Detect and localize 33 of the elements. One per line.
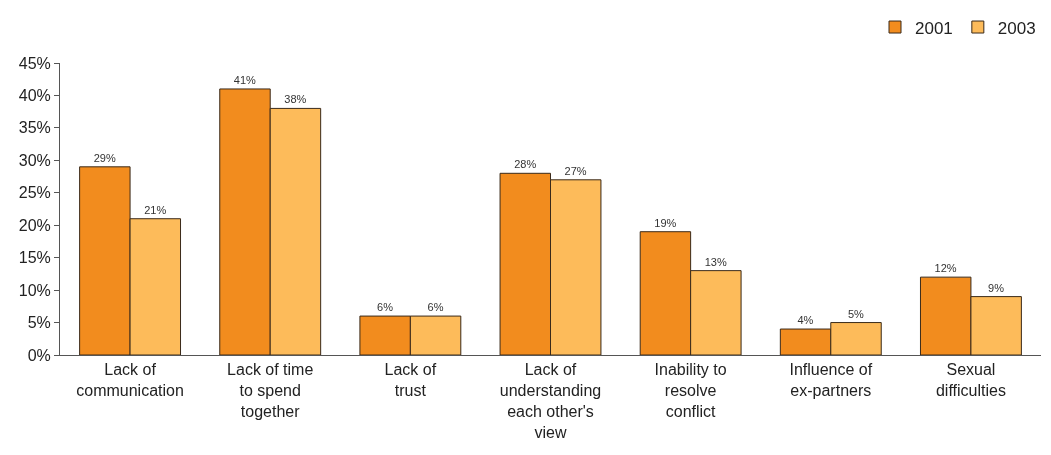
y-tick-label: 0% (27, 346, 51, 364)
x-tick-label: Lack of communication (76, 361, 184, 399)
x-tick-label: Inability to resolve conflict (654, 361, 727, 420)
data-label: 38% (284, 93, 307, 106)
data-label: 12% (934, 262, 957, 275)
x-tick-label: Lack of trust (384, 361, 437, 399)
data-label: 5% (847, 307, 865, 320)
data-label: 21% (144, 203, 167, 216)
data-label: 19% (654, 216, 677, 229)
legend-label: 2001 (915, 18, 953, 38)
data-label: 6% (427, 301, 444, 314)
y-tick-label: 35% (18, 119, 51, 137)
data-label: 4% (797, 314, 814, 327)
x-tick-label: Lack of time to spend together (227, 361, 314, 420)
x-tick-label: Sexual difficulties (935, 361, 1006, 399)
y-tick-label: 5% (27, 314, 51, 332)
y-tick-label: 30% (18, 151, 51, 169)
data-label: 6% (377, 301, 394, 314)
y-tick-label: 40% (18, 87, 51, 105)
data-label: 9% (988, 281, 1005, 294)
data-label: 29% (93, 151, 116, 164)
data-label: 13% (704, 255, 727, 268)
y-tick-label: 45% (18, 54, 51, 72)
y-tick-label: 25% (18, 184, 51, 202)
legend-label: 2003 (997, 18, 1036, 38)
data-label: 41% (233, 73, 257, 86)
x-tick-label: Lack of understanding each other's view (499, 361, 602, 441)
y-tick-label: 15% (18, 249, 51, 267)
data-label: 28% (514, 158, 537, 171)
data-label: 27% (564, 164, 587, 177)
x-tick-label: Influence of ex-partners (789, 361, 873, 399)
y-tick-label: 20% (18, 216, 51, 234)
y-tick-label: 10% (18, 281, 51, 299)
